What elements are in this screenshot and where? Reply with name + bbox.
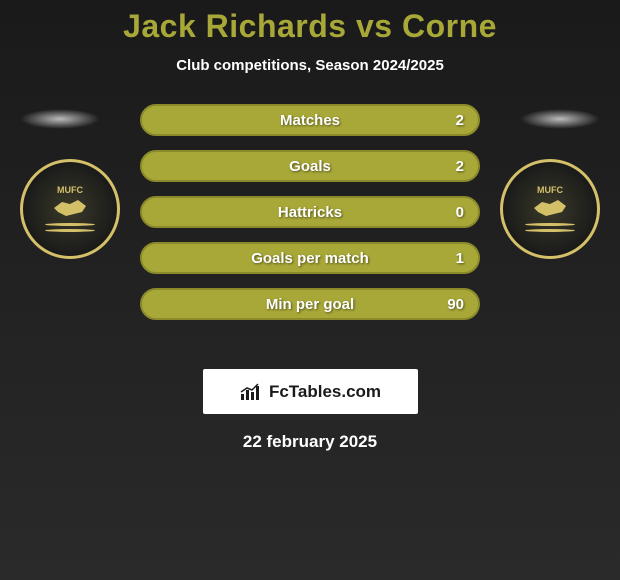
chart-icon: [239, 382, 263, 402]
badge-lion-icon: [530, 198, 570, 218]
date-text: 22 february 2025: [0, 432, 620, 452]
page-title: Jack Richards vs Corne: [0, 8, 620, 45]
stat-row-min-per-goal: Min per goal 90: [140, 288, 480, 320]
player-badge-left: MUFC: [20, 159, 120, 259]
badge-waves-icon: [45, 221, 95, 233]
fctables-logo[interactable]: FcTables.com: [203, 369, 418, 414]
stat-label: Min per goal: [266, 296, 354, 313]
stat-row-goals: Goals 2: [140, 150, 480, 182]
subtitle: Club competitions, Season 2024/2025: [0, 57, 620, 74]
stats-bars: Matches 2 Goals 2 Hattricks 0 Goals per …: [140, 104, 480, 320]
stat-value: 0: [456, 204, 464, 221]
player-shadow-left: [20, 109, 100, 129]
comparison-container: Jack Richards vs Corne Club competitions…: [0, 0, 620, 452]
stat-value: 90: [447, 296, 464, 313]
stat-label: Matches: [280, 112, 340, 129]
stat-label: Hattricks: [278, 204, 342, 221]
comparison-area: MUFC MUFC Matches 2 Goals 2 Hattricks 0: [0, 104, 620, 354]
badge-waves-icon: [525, 221, 575, 233]
stat-value: 2: [456, 158, 464, 175]
stat-value: 1: [456, 250, 464, 267]
player-shadow-right: [520, 109, 600, 129]
logo-text: FcTables.com: [269, 382, 381, 402]
stat-value: 2: [456, 112, 464, 129]
stat-row-hattricks: Hattricks 0: [140, 196, 480, 228]
stat-row-matches: Matches 2: [140, 104, 480, 136]
player-badge-right: MUFC: [500, 159, 600, 259]
badge-lion-icon: [50, 198, 90, 218]
badge-text-left: MUFC: [57, 185, 83, 195]
badge-text-right: MUFC: [537, 185, 563, 195]
stat-label: Goals: [289, 158, 331, 175]
stat-row-goals-per-match: Goals per match 1: [140, 242, 480, 274]
stat-label: Goals per match: [251, 250, 369, 267]
